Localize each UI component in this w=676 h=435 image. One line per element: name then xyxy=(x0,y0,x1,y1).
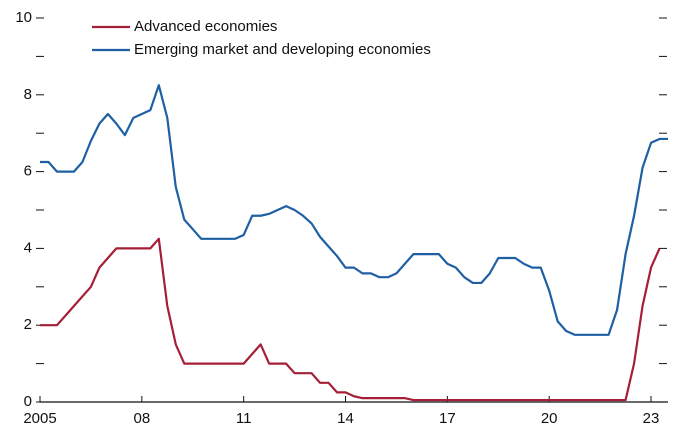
x-tick-label: 20 xyxy=(541,410,558,427)
y-tick-label: 0 xyxy=(24,393,32,410)
x-tick-label: 14 xyxy=(337,410,354,427)
y-tick-label: 2 xyxy=(24,316,32,333)
legend-label: Advanced economies xyxy=(134,18,277,35)
y-tick-label: 8 xyxy=(24,86,32,103)
x-tick-label: 11 xyxy=(236,410,252,427)
x-tick-label: 08 xyxy=(133,410,150,427)
x-tick-label: 17 xyxy=(439,410,456,427)
x-tick-label: 23 xyxy=(643,410,660,427)
x-tick-label: 2005 xyxy=(23,410,56,427)
series-line xyxy=(40,84,668,336)
y-tick-label: 6 xyxy=(24,163,32,180)
y-tick-label: 4 xyxy=(24,239,32,256)
y-tick-label: 10 xyxy=(15,9,32,26)
series-line xyxy=(40,237,661,402)
legend-label: Emerging market and developing economies xyxy=(134,41,431,58)
